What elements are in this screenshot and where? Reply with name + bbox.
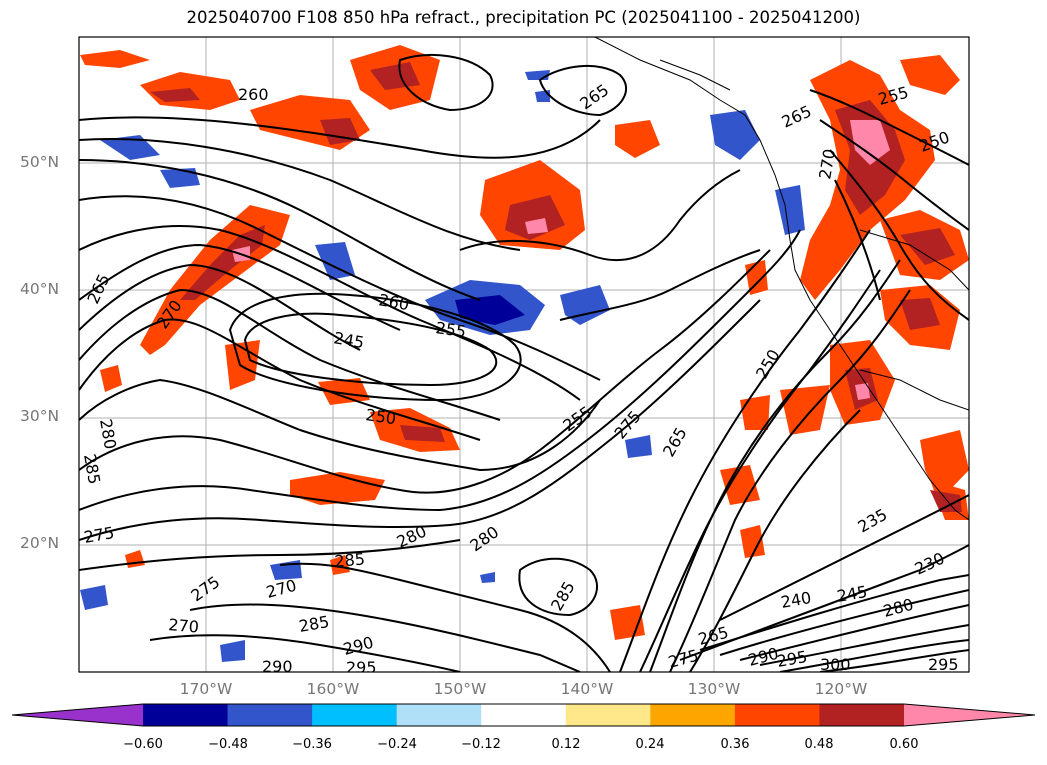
colorbar-tick-label: 0.48	[804, 737, 834, 752]
lon-label: 150°W	[433, 680, 487, 698]
colorbar-segment	[481, 704, 567, 726]
contour-label: 295	[346, 658, 377, 677]
contour-label: 290	[262, 657, 293, 676]
colorbar-tick-label: −0.36	[292, 737, 332, 752]
lat-label: 30°N	[20, 407, 60, 425]
colorbar-segment	[312, 704, 398, 726]
colorbar-segment	[819, 704, 905, 726]
contour-label: 260	[238, 85, 269, 104]
colorbar-extend-high	[904, 704, 1035, 726]
colorbar-tick-label: 0.36	[720, 737, 750, 752]
map-title: 2025040700 F108 850 hPa refract., precip…	[186, 8, 861, 27]
contour-label: 300	[820, 655, 851, 674]
lon-label: 170°W	[179, 680, 233, 698]
lat-label: 40°N	[20, 280, 60, 298]
contour-label: 255	[434, 318, 467, 341]
lon-label: 160°W	[306, 680, 360, 698]
colorbar-segment	[650, 704, 736, 726]
lat-label: 20°N	[20, 534, 60, 552]
colorbar-outline	[11, 703, 1036, 727]
lat-label: 50°N	[20, 153, 60, 171]
colorbar-tick-label: −0.12	[461, 737, 501, 752]
lon-label: 140°W	[560, 680, 614, 698]
colorbar-segment	[565, 704, 651, 726]
colorbar-segment	[396, 704, 482, 726]
lon-label: 130°W	[687, 680, 741, 698]
contour-label: 285	[334, 549, 366, 571]
refractivity-contours	[79, 54, 969, 672]
colorbar	[11, 703, 1036, 727]
coastlines	[594, 37, 969, 521]
colorbar-tick-label: −0.24	[377, 737, 417, 752]
contour-label: 250	[364, 405, 397, 428]
contour-label: 270	[168, 615, 200, 637]
colorbar-segment	[143, 704, 229, 726]
colorbar-tick-label: 0.60	[889, 737, 919, 752]
contour-label: 295	[928, 655, 959, 674]
colorbar-segment	[734, 704, 820, 726]
colorbar-tick-label: 0.12	[551, 737, 581, 752]
colorbar-tick-label: −0.48	[208, 737, 248, 752]
colorbar-tick-label: 0.24	[635, 737, 665, 752]
colorbar-tick-label: −0.60	[123, 737, 163, 752]
map-frame	[78, 36, 970, 673]
colorbar-extend-low	[12, 704, 143, 726]
colorbar-segment	[227, 704, 313, 726]
precip-negative-shading	[80, 70, 805, 662]
lon-label: 120°W	[814, 680, 868, 698]
